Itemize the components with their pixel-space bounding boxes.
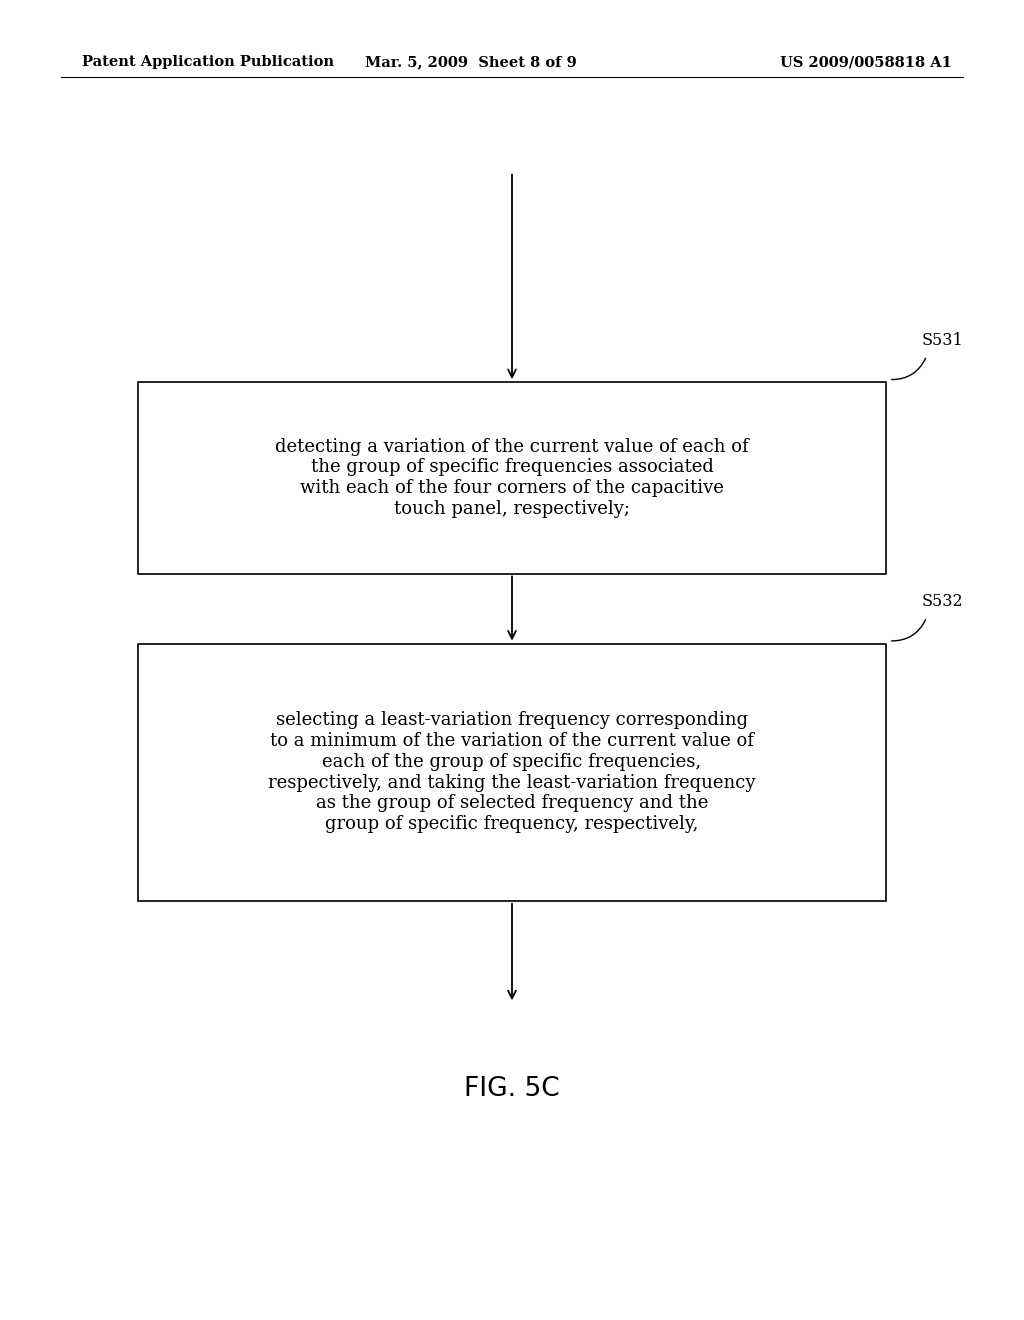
Text: selecting a least-variation frequency corresponding
to a minimum of the variatio: selecting a least-variation frequency co… (268, 711, 756, 833)
Text: detecting a variation of the current value of each of
the group of specific freq: detecting a variation of the current val… (275, 438, 749, 517)
Text: S532: S532 (922, 594, 963, 610)
Bar (138, 644, 886, 900)
Text: Mar. 5, 2009  Sheet 8 of 9: Mar. 5, 2009 Sheet 8 of 9 (366, 55, 577, 70)
Text: FIG. 5C: FIG. 5C (464, 1076, 560, 1102)
Bar (138, 381, 886, 573)
Text: US 2009/0058818 A1: US 2009/0058818 A1 (780, 55, 952, 70)
Text: Patent Application Publication: Patent Application Publication (82, 55, 334, 70)
Text: S531: S531 (922, 333, 963, 348)
